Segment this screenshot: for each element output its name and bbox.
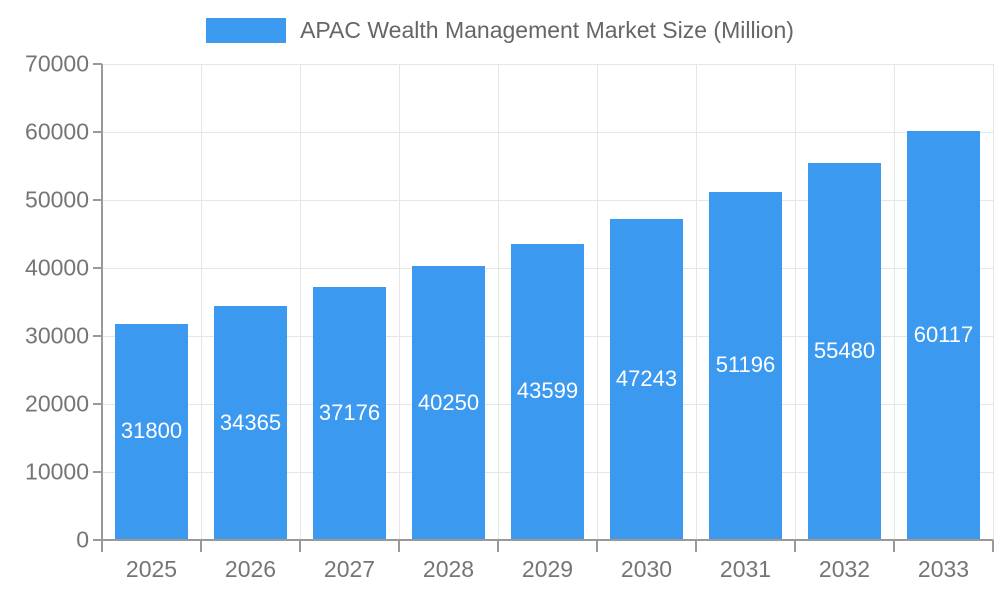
bar-value-label: 47243 (615, 365, 678, 391)
x-axis-tick-label: 2032 (818, 556, 871, 582)
bar-2029[interactable]: 43599 (511, 243, 584, 539)
bar-value-label: 37176 (318, 400, 381, 426)
y-axis-tick-label: 10000 (25, 458, 89, 485)
x-axis-tick-label: 2029 (521, 556, 574, 582)
bar-value-label: 31800 (120, 418, 183, 444)
x-axis-tick (794, 540, 796, 552)
bar-2028[interactable]: 40250 (412, 266, 485, 539)
y-axis-tick (93, 267, 102, 269)
y-axis-tick-label: 60000 (25, 118, 89, 145)
bar-2025[interactable]: 31800 (115, 323, 188, 539)
bar-value-label: 43599 (516, 378, 579, 404)
bar-2032[interactable]: 55480 (808, 162, 881, 539)
gridline-vertical (300, 64, 301, 540)
y-axis-tick-label: 40000 (25, 254, 89, 281)
x-axis-tick (200, 540, 202, 552)
x-axis-tick-label: 2033 (917, 556, 970, 582)
y-axis-tick (93, 403, 102, 405)
legend-swatch-icon (206, 18, 287, 44)
x-axis-tick-label: 2025 (125, 556, 178, 582)
y-axis-tick-label: 0 (76, 526, 89, 553)
x-axis-tick (596, 540, 598, 552)
x-axis-tick-label: 2030 (620, 556, 673, 582)
bar-2027[interactable]: 37176 (313, 287, 386, 539)
x-axis-tick (695, 540, 697, 552)
x-axis-line (101, 539, 993, 541)
x-axis-tick-label: 2027 (323, 556, 376, 582)
x-axis-tick (497, 540, 499, 552)
y-axis-line (101, 64, 103, 552)
bar-value-label: 40250 (417, 389, 480, 415)
gridline-vertical (894, 64, 895, 540)
bar-value-label: 51196 (715, 352, 776, 378)
y-axis-tick-label: 50000 (25, 186, 89, 213)
legend[interactable]: APAC Wealth Management Market Size (Mill… (0, 17, 1000, 44)
y-axis-tick (93, 539, 102, 541)
y-axis-tick-label: 20000 (25, 390, 89, 417)
x-axis-tick (992, 540, 994, 552)
gridline-vertical (795, 64, 796, 540)
gridline-vertical (498, 64, 499, 540)
x-axis-tick-label: 2031 (719, 556, 772, 582)
legend-label: APAC Wealth Management Market Size (Mill… (300, 17, 794, 43)
y-axis-tick-label: 30000 (25, 322, 89, 349)
y-axis-tick (93, 199, 102, 201)
gridline-horizontal (102, 200, 993, 201)
y-axis-tick (93, 63, 102, 65)
y-axis-tick (93, 335, 102, 337)
bar-2033[interactable]: 60117 (907, 131, 980, 539)
bar-value-label: 60117 (913, 322, 974, 348)
y-axis-tick (93, 471, 102, 473)
gridline-vertical (993, 64, 994, 540)
gridline-horizontal (102, 64, 993, 65)
x-axis-tick-label: 2026 (224, 556, 277, 582)
bar-2031[interactable]: 51196 (709, 191, 782, 539)
gridline-vertical (597, 64, 598, 540)
gridline-horizontal (102, 132, 993, 133)
gridline-vertical (201, 64, 202, 540)
bar-value-label: 34365 (219, 409, 282, 435)
y-axis-tick (93, 131, 102, 133)
gridline-vertical (399, 64, 400, 540)
x-axis-tick (398, 540, 400, 552)
gridline-vertical (696, 64, 697, 540)
x-axis-tick-label: 2028 (422, 556, 475, 582)
x-axis-tick (893, 540, 895, 552)
bar-2030[interactable]: 47243 (610, 218, 683, 539)
x-axis-tick (299, 540, 301, 552)
y-axis-tick-label: 70000 (25, 50, 89, 77)
bar-value-label: 55480 (813, 337, 876, 363)
bar-2026[interactable]: 34365 (214, 306, 287, 539)
